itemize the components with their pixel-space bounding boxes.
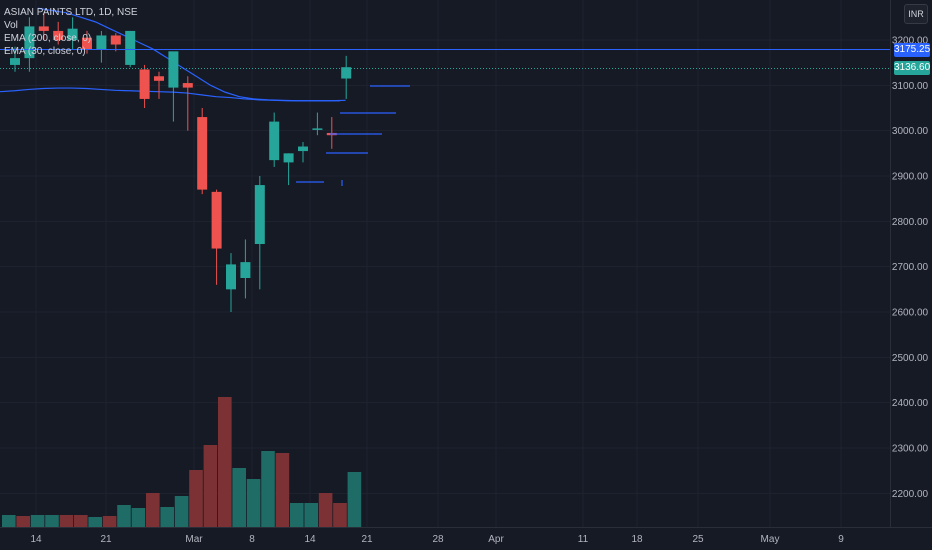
time-tick-label: 28 [432,534,444,545]
volume-bar [333,503,347,527]
time-tick-label: 25 [692,534,704,545]
price-tick-label: 2800.00 [892,217,929,228]
volume-bar [59,515,74,527]
volume-bar [2,515,16,527]
volume-legend[interactable]: Vol [4,20,18,31]
candlesticks [10,12,352,312]
time-tick-label: 9 [838,534,844,545]
ema200-legend[interactable]: EMA (200, close, 0) [4,33,92,44]
horizontal-line-price-tag: 3175.25 [894,43,931,57]
volume-bar [131,508,146,527]
candle-body [240,262,251,278]
price-tick-label: 3100.00 [892,81,929,92]
candle-body [53,30,64,40]
candle-body [82,37,92,50]
ema-lines [0,7,346,102]
currency-button[interactable]: INR [904,4,928,24]
time-tick-label: 11 [578,534,589,545]
time-tick-label: 21 [361,534,373,545]
time-tick-label: 14 [30,534,42,545]
candle-body [10,58,20,65]
time-tick-label: 14 [304,534,316,545]
price-axis[interactable]: 3200.00 3100.00 3000.00 2900.00 2800.00 2700.… [892,36,929,500]
price-tick-label: 2400.00 [892,398,929,409]
price-tick-label: 2600.00 [892,308,929,319]
volume-bars [2,397,362,527]
volume-bar [16,516,30,527]
candle-body [298,146,308,152]
volume-bar [146,493,160,527]
volume-bar [304,503,318,527]
candle-body [125,30,136,65]
candle-body [211,191,222,249]
drawing-tools [296,85,410,186]
grid-lines [0,0,890,527]
time-tick-label: 21 [100,534,112,545]
candle-body [67,28,78,40]
candle-body [226,264,236,290]
price-tick-label: 3000.00 [892,126,929,137]
volume-bar [203,445,218,527]
time-tick-label: 18 [631,534,643,545]
symbol-title[interactable]: ASIAN PAINTS LTD, 1D, NSE [4,7,138,18]
volume-bar [261,451,275,527]
candle-body [269,121,280,161]
time-tick-label: May [761,534,780,545]
volume-bar [189,470,203,527]
price-tick-label: 3200.00 [892,36,929,47]
candle-body [168,51,179,88]
price-tick-label: 2700.00 [892,262,929,273]
ema30-line [37,7,341,102]
volume-bar [88,517,102,527]
time-tick-label: Apr [488,534,504,545]
candle-body [312,128,323,130]
volume-bar [117,505,131,527]
volume-bar [30,515,45,527]
ema30-legend[interactable]: EMA (30, close, 0) [4,46,86,57]
time-tick-label: Mar [185,534,203,545]
last-price-tag: 3136.60 [894,61,931,75]
price-tick-label: 2200.00 [892,489,929,500]
volume-bar [232,468,246,527]
time-axis[interactable]: 14 21 Mar 8 14 21 28 Apr 11 18 25 May 9 [30,534,844,545]
volume-bar [275,453,290,527]
candle-body [110,35,121,45]
volume-bar [174,496,189,527]
chart-legend: ASIAN PAINTS LTD, 1D, NSE Vol EMA (200, … [4,6,138,58]
candle-body [154,76,164,81]
candle-body [24,26,35,59]
volume-bar [74,515,88,527]
candle-body [38,26,49,31]
volume-bar [45,515,59,527]
price-tick-label: 2500.00 [892,353,929,364]
price-tick-label: 2900.00 [892,172,929,183]
volume-bar [246,479,261,527]
volume-bar [218,397,232,527]
time-tick-label: 8 [249,534,255,545]
volume-bar [347,472,362,527]
volume-bar [102,516,117,527]
candle-body [197,117,208,190]
candle-body [139,69,150,99]
candle-body [254,185,265,244]
volume-bar [160,507,174,527]
volume-bar [290,503,304,527]
volume-bar [318,493,333,527]
candle-body [341,67,352,79]
candle-body [182,83,193,88]
candle-body [283,153,294,163]
candle-body [96,35,107,50]
price-tick-label: 2300.00 [892,444,929,455]
